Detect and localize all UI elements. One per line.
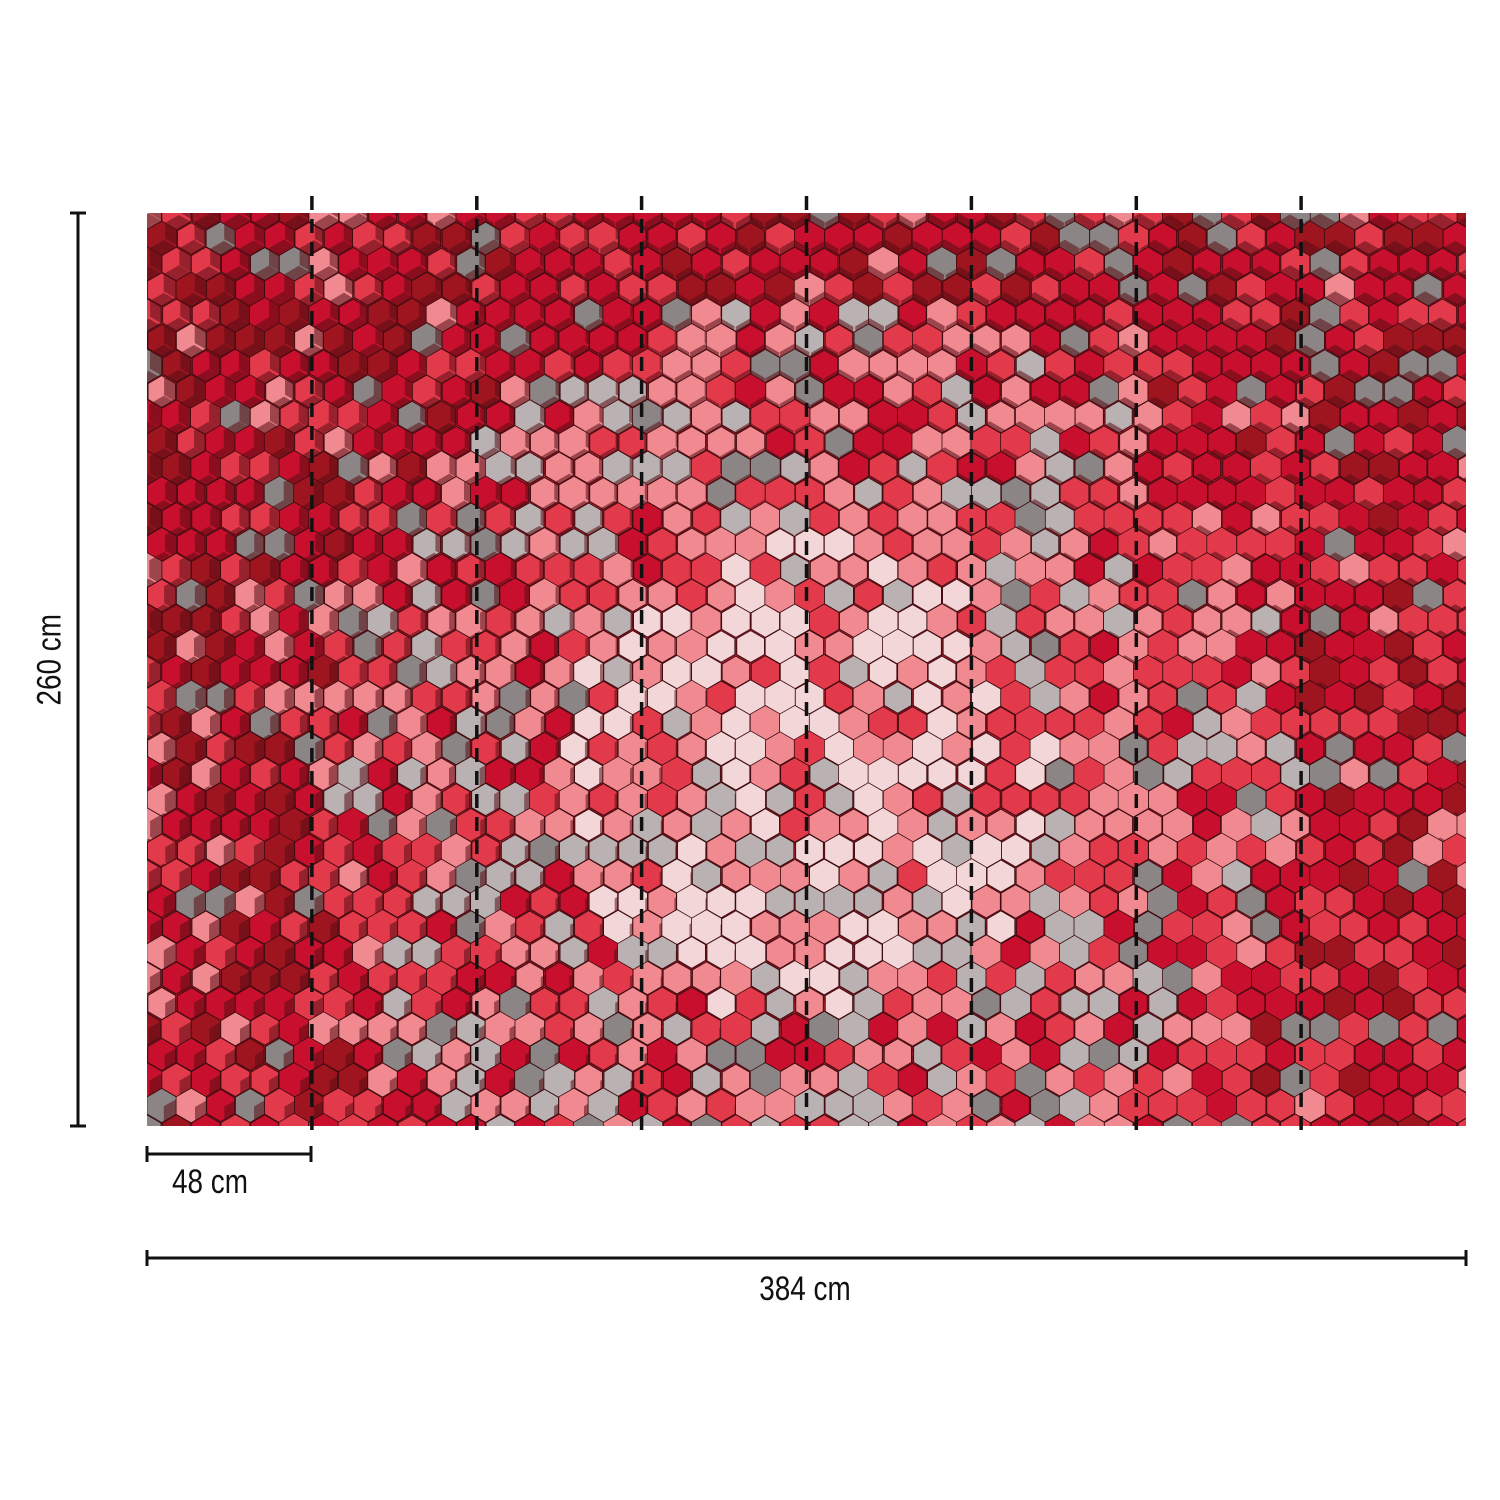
height-dimension-line: [70, 211, 86, 1128]
hexagon-pattern: [147, 213, 1466, 1126]
height-label: 260 cm: [30, 614, 69, 706]
panel-width-label: 48 cm: [172, 1163, 248, 1201]
panel-cut-lines: [310, 196, 1303, 1134]
panel-width-dimension-line: [145, 1146, 313, 1162]
total-width-dimension-line: [145, 1250, 1468, 1266]
hexagon-mural-image: [147, 213, 1466, 1126]
total-width-label: 384 cm: [759, 1270, 851, 1308]
